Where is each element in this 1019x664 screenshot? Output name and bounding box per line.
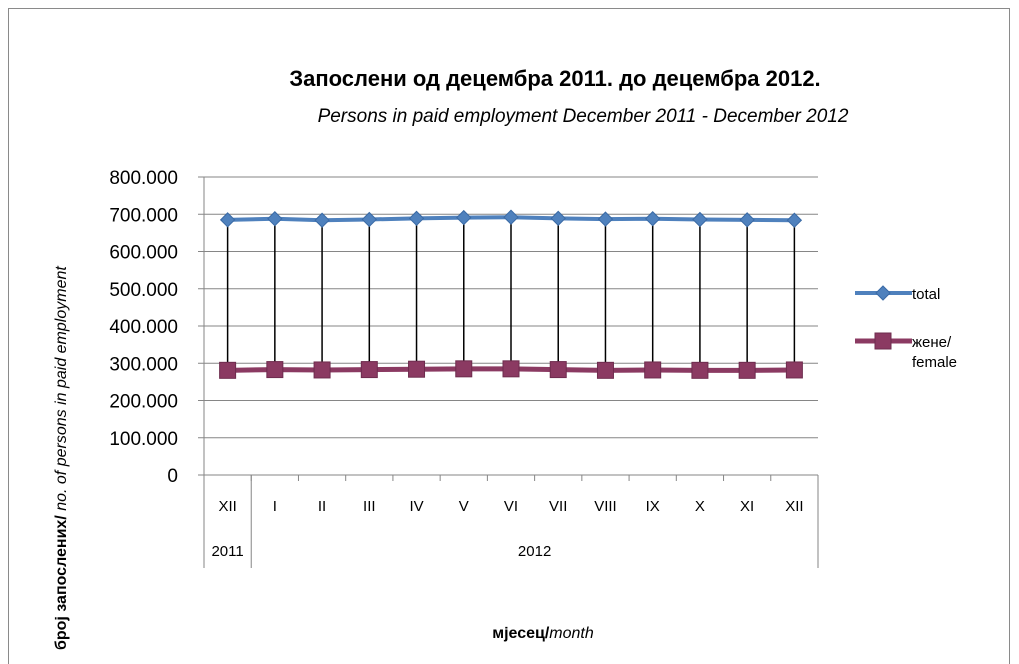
data-point	[503, 209, 519, 225]
chart-subtitle: Persons in paid employment December 2011…	[318, 106, 849, 127]
x-tick-label: VI	[504, 498, 518, 515]
data-point	[549, 361, 567, 379]
x-tick-label: V	[459, 498, 469, 515]
x-tick-label: I	[273, 498, 277, 515]
chart-title: Запослени од децембра 2011. до децембра …	[289, 66, 820, 91]
x-tick-label: XI	[740, 498, 754, 515]
data-point	[550, 210, 566, 227]
data-point	[785, 361, 803, 379]
data-point	[219, 361, 237, 379]
data-point	[502, 360, 520, 378]
data-point	[691, 361, 709, 379]
data-point	[408, 360, 426, 378]
data-point	[361, 211, 378, 228]
y-tick-label: 600.000	[109, 243, 178, 264]
data-point	[408, 210, 425, 227]
data-point	[219, 212, 236, 228]
x-tick-label: X	[695, 498, 705, 515]
x-tick-label: IV	[409, 498, 423, 515]
x-axis-title-italic: month	[549, 625, 594, 642]
data-point	[644, 361, 662, 379]
data-point	[739, 212, 755, 228]
x-axis-title-bold: мјесец/	[492, 625, 550, 642]
y-tick-label: 200.000	[109, 392, 178, 413]
x-tick-label: IX	[646, 498, 660, 515]
x-group-label: 2012	[518, 543, 551, 560]
legend-label: total	[912, 286, 940, 303]
data-point	[266, 361, 284, 379]
y-axis-title: број запослених/ no. of persons in paid …	[53, 266, 70, 650]
series-lines	[219, 209, 803, 379]
data-point	[597, 211, 614, 227]
y-tick-label: 700.000	[109, 205, 178, 226]
y-tick-label: 100.000	[109, 429, 178, 450]
data-point	[738, 361, 756, 379]
data-point	[596, 361, 614, 379]
y-axis-title-bold: број запослених/	[53, 515, 70, 650]
legend-label: female	[912, 354, 957, 371]
drop-lines	[226, 217, 796, 371]
x-tick-label: XII	[785, 498, 803, 515]
y-tick-label: 400.000	[109, 317, 178, 338]
x-tick-label: III	[363, 498, 376, 515]
y-axis-title-italic: no. of persons in paid employment	[53, 266, 70, 516]
data-point	[644, 211, 661, 227]
y-tick-label: 800.000	[109, 168, 178, 189]
x-axis-title: мјесец/month	[492, 625, 594, 642]
legend-label: жене/	[912, 334, 952, 351]
data-point	[786, 212, 803, 228]
legend-swatch-marker	[875, 285, 891, 301]
data-point	[314, 212, 330, 228]
legend: total жене/female	[855, 285, 957, 371]
y-axis-ticks: 0 100.000 200.000 300.000 400.000 500.000 600.…	[109, 168, 178, 487]
x-tick-label: XII	[218, 498, 236, 515]
chart-frame	[8, 8, 1010, 664]
data-point	[455, 360, 473, 378]
data-point	[313, 361, 331, 379]
data-point	[267, 211, 283, 227]
data-point	[692, 211, 708, 228]
y-tick-label: 500.000	[109, 280, 178, 301]
y-tick-label: 300.000	[109, 354, 178, 375]
data-point	[360, 361, 378, 379]
y-tick-label: 0	[167, 466, 178, 487]
x-tick-label: VII	[549, 498, 567, 515]
x-tick-label: II	[318, 498, 326, 515]
x-group-label: 2011	[211, 543, 243, 560]
data-point	[456, 209, 472, 226]
x-tick-label: VIII	[594, 498, 617, 515]
legend-swatch-marker	[874, 332, 892, 350]
